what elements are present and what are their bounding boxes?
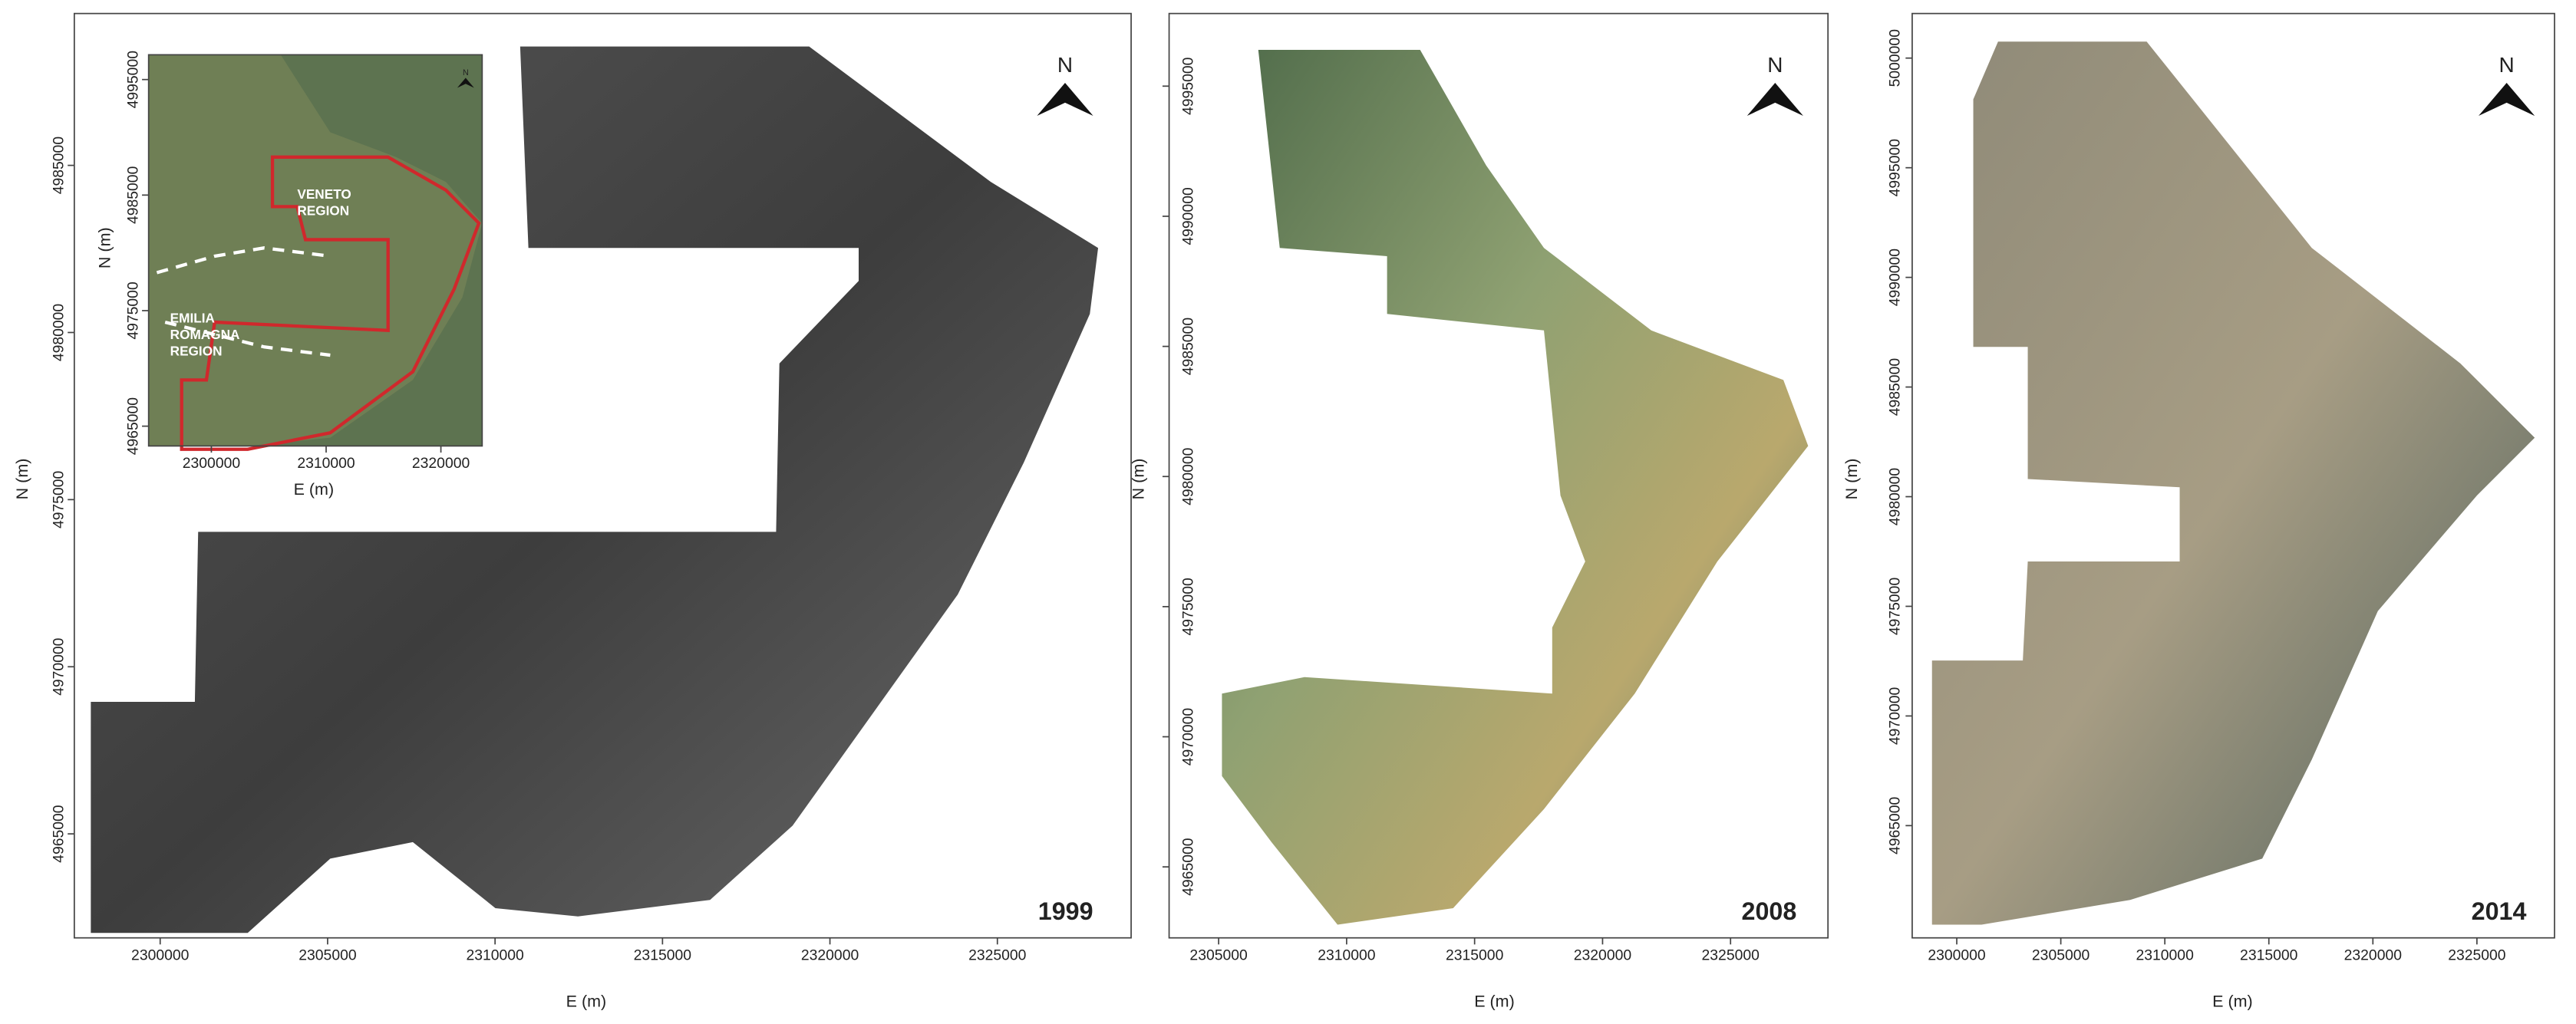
- y-tick-label: 4965000: [1887, 796, 1904, 854]
- y-tick-label: 4995000: [1887, 139, 1904, 197]
- panel-frame: [1911, 12, 2555, 939]
- inset-frame: [147, 54, 483, 447]
- y-tick-label: 4995000: [1179, 57, 1196, 115]
- y-axis-title: N (m): [1130, 459, 1148, 500]
- year-label: 2008: [1742, 897, 1797, 925]
- y-tick-label: 4985000: [1179, 318, 1196, 376]
- y-tick-label: 4995000: [124, 51, 141, 109]
- x-axis-title: E (m): [294, 480, 335, 499]
- x-tick-label: 2310000: [1318, 947, 1376, 963]
- y-tick-label: 4975000: [1887, 578, 1904, 636]
- x-tick-label: 2305000: [1189, 947, 1248, 963]
- x-tick-label: 2315000: [2240, 947, 2298, 963]
- x-tick-label: 2310000: [466, 947, 524, 963]
- x-tick-label: 2315000: [634, 947, 692, 963]
- y-tick-label: 5000000: [1887, 29, 1904, 87]
- north-label: N: [2499, 53, 2515, 77]
- aerial-image-2014: [1931, 41, 2535, 925]
- region-label: EMILIA: [170, 310, 215, 325]
- y-tick-label: 4980000: [1887, 468, 1904, 526]
- x-axis-title: E (m): [566, 992, 607, 1010]
- inset-land: [148, 54, 483, 446]
- year-label: 2014: [2472, 897, 2527, 925]
- panel-frame: [1168, 12, 1829, 939]
- north-arrow: [457, 77, 474, 88]
- y-tick-label: 4970000: [51, 637, 68, 696]
- x-tick-label: 2325000: [1702, 947, 1760, 963]
- x-tick-label: 2305000: [298, 947, 357, 963]
- x-tick-label: 2320000: [2344, 947, 2403, 963]
- north-label: N: [1767, 53, 1783, 77]
- y-tick-label: 4985000: [1887, 358, 1904, 417]
- y-tick-label: 4965000: [124, 397, 141, 456]
- y-tick-label: 4965000: [1179, 838, 1196, 896]
- y-tick-label: 4985000: [51, 137, 68, 195]
- y-tick-label: 4980000: [51, 304, 68, 362]
- region-label: REGION: [170, 343, 223, 358]
- x-tick-label: 2320000: [412, 455, 470, 472]
- region-label: VENETO: [297, 186, 351, 202]
- north-arrow: [1746, 83, 1803, 117]
- aerial-image-1999: [91, 46, 1099, 933]
- y-tick-label: 4970000: [1179, 708, 1196, 766]
- north-arrow: [1037, 83, 1093, 117]
- x-axis-title: E (m): [2212, 992, 2253, 1010]
- y-tick-label: 4980000: [1179, 447, 1196, 505]
- y-tick-label: 4990000: [1887, 249, 1904, 307]
- x-tick-label: 2320000: [1574, 947, 1632, 963]
- y-tick-label: 4970000: [1887, 687, 1904, 746]
- x-tick-label: 2325000: [968, 947, 1027, 963]
- year-label: 1999: [1038, 897, 1093, 925]
- x-tick-label: 2315000: [1446, 947, 1504, 963]
- x-tick-label: 2305000: [2032, 947, 2090, 963]
- x-tick-label: 2325000: [2448, 947, 2506, 963]
- y-tick-label: 4990000: [1179, 187, 1196, 245]
- study-area-boundary: [180, 155, 481, 451]
- y-axis-title: N (m): [95, 227, 114, 268]
- panel-frame: [73, 12, 1132, 939]
- y-tick-label: 4985000: [124, 166, 141, 224]
- region-border: [156, 246, 331, 357]
- y-tick-label: 4975000: [1179, 578, 1196, 636]
- region-label: REGION: [297, 202, 349, 218]
- x-tick-label: 2300000: [183, 455, 241, 472]
- y-tick-label: 4975000: [124, 282, 141, 340]
- x-axis-title: E (m): [1474, 992, 1515, 1010]
- north-arrow: [2479, 83, 2535, 117]
- x-tick-label: 2320000: [801, 947, 859, 963]
- y-tick-label: 4965000: [51, 805, 68, 863]
- x-tick-label: 2310000: [297, 455, 355, 472]
- y-axis-title: N (m): [13, 459, 31, 500]
- y-axis-title: N (m): [1842, 459, 1861, 500]
- y-tick-label: 4975000: [51, 470, 68, 528]
- x-tick-label: 2310000: [2136, 947, 2194, 963]
- x-tick-label: 2300000: [131, 947, 190, 963]
- x-tick-label: 2300000: [1928, 947, 1986, 963]
- aerial-image-2008: [1222, 49, 1809, 925]
- region-label: ROMAGNA: [170, 327, 240, 342]
- north-label: N: [1057, 53, 1073, 77]
- north-label: N: [463, 68, 469, 77]
